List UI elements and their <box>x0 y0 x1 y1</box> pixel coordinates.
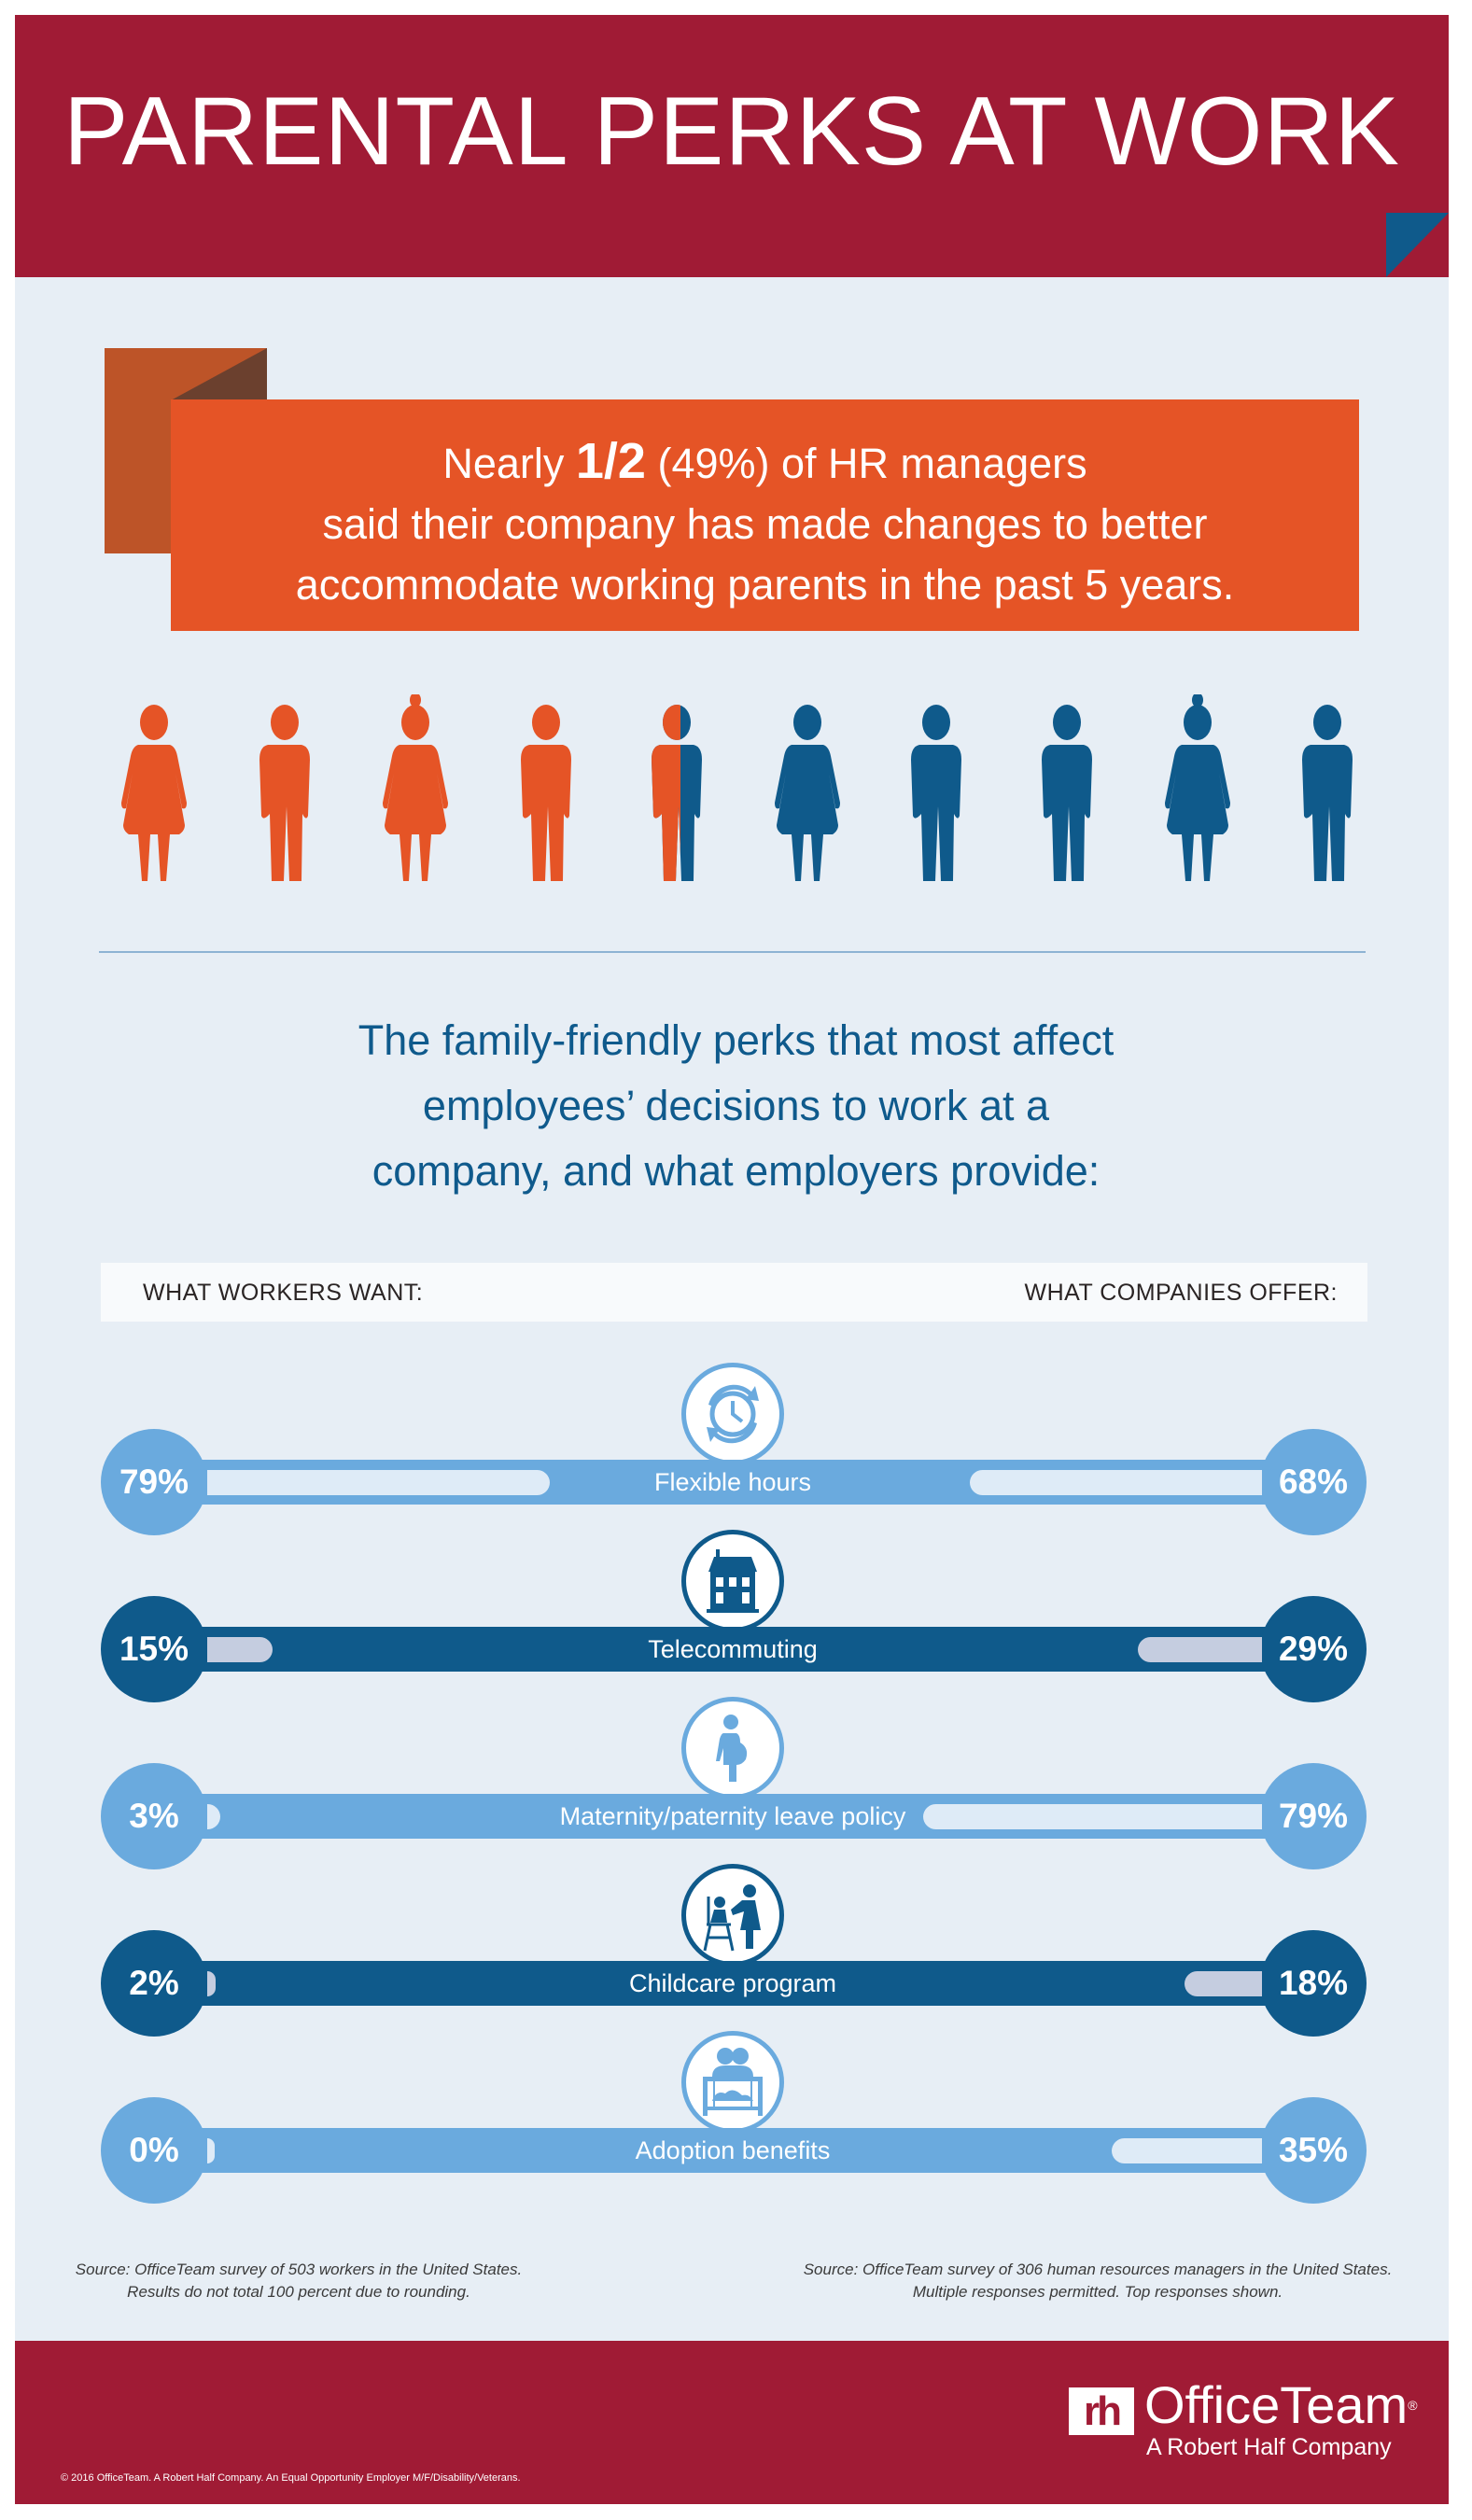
companies-value-bar <box>1112 2138 1262 2163</box>
companies-value-bar <box>970 1470 1262 1495</box>
stat-prefix: Nearly <box>442 440 576 487</box>
corner-fold-decoration <box>1386 213 1449 277</box>
perk-label: Adoption benefits <box>635 2136 831 2164</box>
brand-name: OfficeTeam <box>1144 2375 1409 2434</box>
workers-percent: 3% <box>129 1797 179 1835</box>
companies-value-bar <box>922 1804 1262 1829</box>
source-right-line-1: Source: OfficeTeam survey of 306 human r… <box>803 2261 1393 2278</box>
stat-fold-decoration <box>171 348 267 400</box>
page-title: PARENTAL PERKS AT WORK <box>63 77 1401 186</box>
footer-banner <box>15 2341 1449 2504</box>
workers-percent: 79% <box>119 1463 189 1501</box>
source-left-line-1: Source: OfficeTeam survey of 503 workers… <box>75 2261 523 2278</box>
companies-value-bar <box>1137 1637 1262 1662</box>
companies-percent: 29% <box>1278 1630 1349 1668</box>
stat-line-3: accommodate working parents in the past … <box>295 561 1235 609</box>
woman-figure-icon <box>775 705 840 881</box>
perk-row: 2% 18% Childcare program <box>0 1815 1472 2039</box>
source-left-line-2: Results do not total 100 percent due to … <box>127 2283 470 2301</box>
companies-source-note: Source: OfficeTeam survey of 306 human r… <box>765 2259 1430 2303</box>
perk-row: 79% 68% Flexible hours <box>0 1314 1472 1538</box>
stat-highlight: 1/2 <box>575 433 646 489</box>
perk-label: Flexible hours <box>653 1468 812 1496</box>
man-figure-icon <box>652 705 702 881</box>
companies-percent-circle <box>1260 1429 1367 1535</box>
copyright-notice: © 2016 OfficeTeam. A Robert Half Company… <box>61 2472 521 2484</box>
childcare-icon <box>681 1864 784 1967</box>
companies-column-heading: WHAT COMPANIES OFFER: <box>1024 1280 1338 1306</box>
workers-percent-circle <box>101 1429 207 1535</box>
companies-percent: 79% <box>1278 1797 1349 1835</box>
workers-percent-circle <box>101 1763 207 1869</box>
perk-bar <box>154 1961 1313 2006</box>
workers-value-bar <box>207 1971 217 1996</box>
perk-row: 15% 29% Telecommuting <box>0 1481 1472 1705</box>
perk-row: 0% 35% Adoption benefits <box>0 1982 1472 2206</box>
companies-percent: 18% <box>1278 1964 1349 2002</box>
perk-label: Maternity/paternity leave policy <box>559 1802 906 1830</box>
companies-percent-circle <box>1260 2097 1367 2204</box>
workers-value-bar <box>207 1637 273 1662</box>
man-figure-icon <box>259 705 310 881</box>
officeteam-logo: OfficeTeam® <box>1144 2376 1418 2434</box>
registered-mark: ® <box>1408 2398 1418 2413</box>
workers-percent-circle <box>101 1930 207 2037</box>
perk-bar <box>154 1627 1313 1672</box>
brand-tagline: A Robert Half Company <box>1146 2434 1392 2460</box>
source-right-line-2: Multiple responses permitted. Top respon… <box>912 2283 1283 2301</box>
perk-label: Childcare program <box>628 1969 837 1997</box>
section-divider <box>99 951 1366 953</box>
crib-icon <box>681 2031 784 2134</box>
house-icon <box>681 1530 784 1632</box>
companies-percent-circle <box>1260 1763 1367 1869</box>
stat-line-2: said their company has made changes to b… <box>322 500 1208 548</box>
subtitle-line-3: company, and what employers provide: <box>372 1147 1100 1195</box>
companies-percent-circle <box>1260 1596 1367 1702</box>
woman-figure-icon <box>121 705 187 881</box>
workers-percent: 2% <box>129 1964 179 2002</box>
woman-figure-icon <box>383 694 448 881</box>
workers-percent-circle <box>101 1596 207 1702</box>
man-figure-icon <box>1302 705 1353 881</box>
workers-column-heading: WHAT WORKERS WANT: <box>143 1280 424 1306</box>
companies-percent-circle <box>1260 1930 1367 2037</box>
workers-source-note: Source: OfficeTeam survey of 503 workers… <box>37 2259 560 2303</box>
perk-row: 3% 79% Maternity/paternity leave policy <box>0 1648 1472 1872</box>
subtitle-line-1: The family-friendly perks that most affe… <box>357 1016 1115 1064</box>
workers-percent-circle <box>101 2097 207 2204</box>
man-figure-icon <box>911 705 961 881</box>
companies-percent: 68% <box>1278 1463 1349 1501</box>
workers-percent: 0% <box>129 2131 179 2169</box>
workers-percent: 15% <box>119 1630 189 1668</box>
stat-callout: Nearly 1/2 (49%) of HR managers said the… <box>171 399 1359 631</box>
man-figure-icon <box>1042 705 1092 881</box>
companies-percent: 35% <box>1278 2131 1349 2169</box>
perk-label: Telecommuting <box>648 1635 818 1663</box>
man-figure-icon <box>521 705 571 881</box>
pregnant-woman-icon <box>681 1697 784 1799</box>
workers-value-bar <box>207 1470 551 1495</box>
workers-value-bar <box>207 1804 220 1829</box>
robert-half-logo-mark: rh <box>1069 2387 1134 2435</box>
subtitle-line-2: employees’ decisions to work at a <box>422 1082 1050 1129</box>
section-subtitle: The family-friendly perks that most affe… <box>140 1008 1332 1204</box>
woman-figure-icon <box>1165 694 1230 881</box>
clock-arrows-icon <box>681 1363 784 1465</box>
workers-value-bar <box>207 2138 215 2163</box>
stat-suffix: (49%) of HR managers <box>645 440 1087 487</box>
column-header-bar: WHAT WORKERS WANT: WHAT COMPANIES OFFER: <box>101 1263 1367 1322</box>
header-banner <box>15 15 1449 277</box>
companies-value-bar <box>1185 1971 1262 1996</box>
